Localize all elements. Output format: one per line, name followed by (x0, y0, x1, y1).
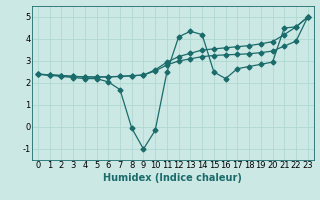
X-axis label: Humidex (Indice chaleur): Humidex (Indice chaleur) (103, 173, 242, 183)
